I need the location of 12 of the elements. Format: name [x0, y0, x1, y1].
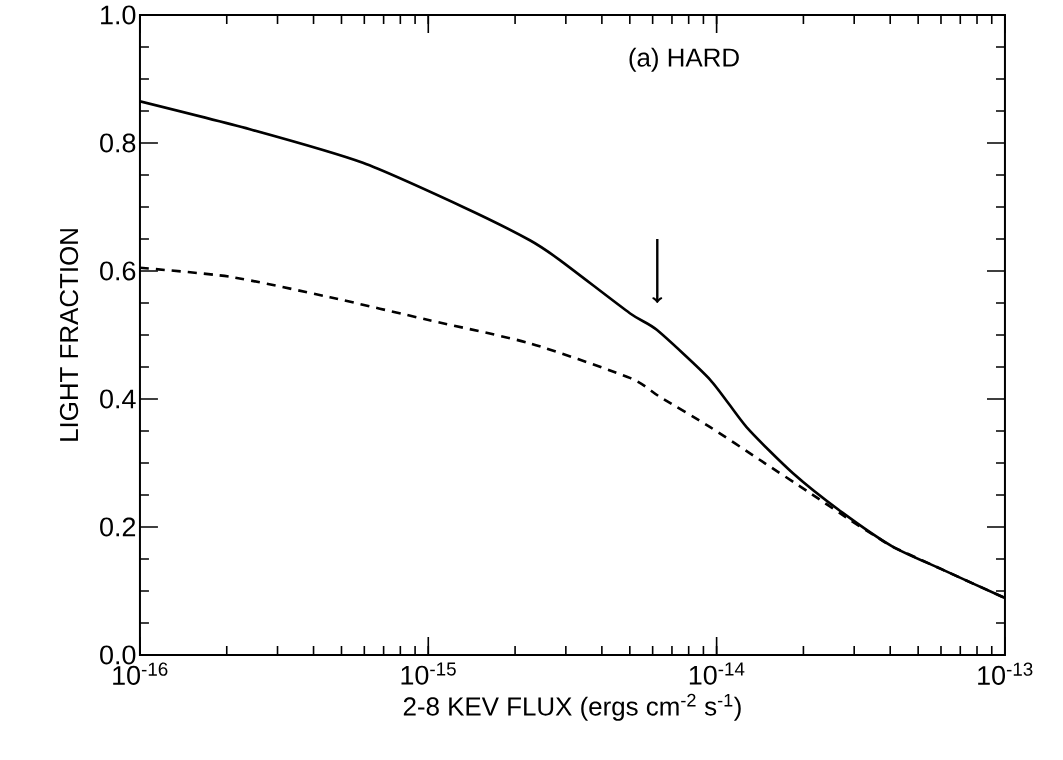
y-tick-label: 0.2: [100, 517, 136, 537]
y-tick-label: 1.0: [101, 5, 136, 25]
x-tick-label: 10$^{-15}$: [401, 662, 456, 685]
x-tick-label: 10$^{-13}$: [978, 662, 1033, 685]
y-axis-title: LIGHT FRACTION: [59, 229, 79, 441]
y-tick-label: 0.4: [100, 389, 136, 409]
y-tick-label: 0.0: [100, 645, 136, 665]
x-tick-label: 10$^{-14}$: [689, 662, 745, 685]
annotation: (a) HARD: [629, 47, 739, 72]
y-tick-label: 0.6: [100, 261, 136, 281]
x-axis-title: 2-8 KEV FLUX (ergs cm$^{-2}$ s$^{-1}$): [403, 693, 741, 721]
y-tick-label: 0.8: [100, 133, 136, 153]
